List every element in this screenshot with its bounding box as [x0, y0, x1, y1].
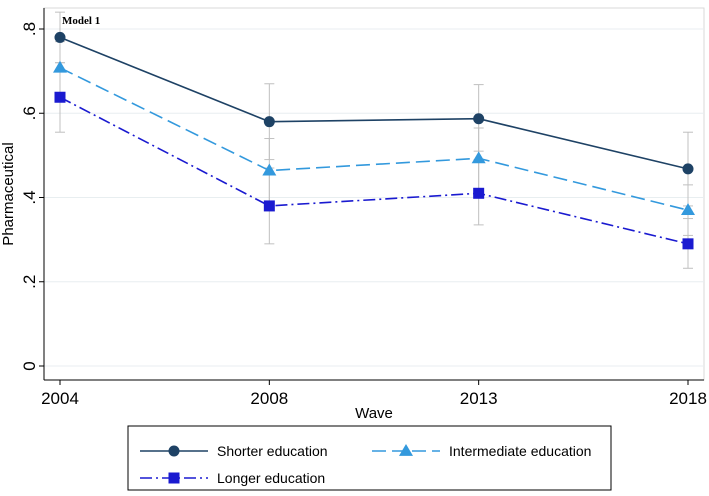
- legend-marker: [168, 472, 180, 484]
- y-axis-title: Pharmaceutical: [0, 142, 17, 245]
- data-point: [681, 203, 695, 216]
- legend-label: Intermediate education: [449, 443, 591, 459]
- x-axis-ticks: 2004 2008 2013 2018: [41, 380, 707, 408]
- legend-marker: [399, 444, 413, 456]
- data-point: [263, 116, 275, 128]
- data-point: [262, 163, 277, 176]
- x-axis-title: Wave: [355, 405, 393, 422]
- data-point: [53, 60, 67, 73]
- data-point: [473, 113, 485, 125]
- y-tick-label: .6: [20, 106, 39, 120]
- data-point: [473, 187, 485, 199]
- data-point: [682, 163, 694, 175]
- data-point: [54, 31, 66, 43]
- y-tick-label: .2: [20, 275, 39, 289]
- legend: Shorter education Intermediate education L…: [127, 425, 612, 491]
- model-annotation: Model 1: [62, 15, 100, 27]
- y-tick-label: 0: [20, 361, 39, 370]
- legend-label: Shorter education: [217, 443, 328, 459]
- x-tick-label: 2008: [250, 389, 288, 408]
- series-line: [59, 67, 689, 211]
- legend-items: Shorter education Intermediate education L…: [140, 443, 591, 486]
- data-point: [471, 151, 486, 164]
- legend-label: Longer education: [217, 470, 325, 486]
- series-line: [59, 96, 689, 245]
- y-tick-label: .4: [20, 190, 39, 204]
- plot-area: [43, 7, 705, 381]
- data-point: [54, 91, 66, 103]
- series-line: [59, 36, 689, 170]
- data-point: [682, 238, 694, 250]
- x-tick-label: 2013: [460, 389, 498, 408]
- series-markers: [53, 31, 695, 250]
- y-tick-label: .8: [20, 22, 39, 36]
- series-lines: [59, 36, 689, 245]
- legend-marker: [168, 445, 180, 457]
- legend-box: [127, 425, 612, 491]
- data-point: [263, 200, 275, 212]
- x-tick-label: 2004: [41, 389, 79, 408]
- x-tick-label: 2018: [669, 389, 707, 408]
- y-axis-ticks: 0 .2 .4 .6 .8: [20, 22, 44, 371]
